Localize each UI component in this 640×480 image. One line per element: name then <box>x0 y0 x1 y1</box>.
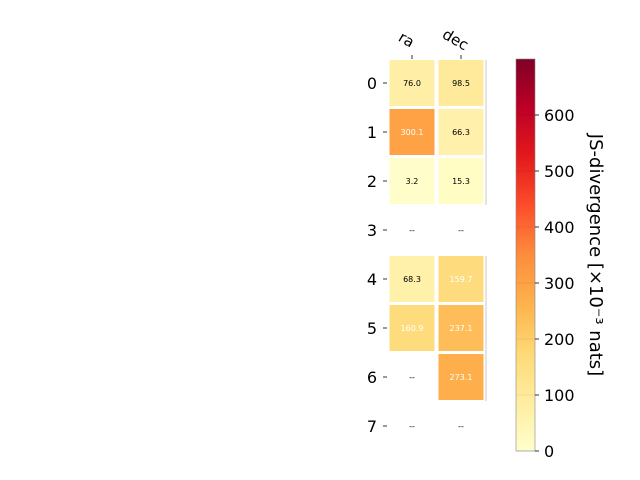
cell-value-label: 159.7 <box>450 275 473 284</box>
x-tick-label: dec <box>439 25 471 54</box>
colorbar-tick-label: 0 <box>544 442 554 461</box>
cell-value-label: 300.1 <box>401 128 424 137</box>
cell-value-label: -- <box>458 226 464 235</box>
heatmap-cell <box>389 109 435 155</box>
heatmap-cell <box>438 354 484 400</box>
y-tick-label: 1 <box>367 123 377 142</box>
cell-value-label: 98.5 <box>452 79 470 88</box>
y-tick-label: 6 <box>367 368 377 387</box>
colorbar-tick-label: 300 <box>544 274 575 293</box>
cell-value-label: 237.1 <box>450 324 473 333</box>
colorbar-label: JS-divergence [×10⁻³ nats] <box>585 133 606 376</box>
colorbar-tick-label: 500 <box>544 162 575 181</box>
cell-value-label: 66.3 <box>452 128 470 137</box>
cell-value-label: 15.3 <box>452 177 470 186</box>
heatmap-cell <box>389 305 435 351</box>
y-tick-label: 0 <box>367 74 377 93</box>
x-axis-ticks: ra dec <box>395 25 472 59</box>
cell-value-label: 68.3 <box>403 275 421 284</box>
heatmap-cell <box>438 158 484 204</box>
colorbar-tick-label: 200 <box>544 330 575 349</box>
cell-value-label: -- <box>409 422 415 431</box>
heatmap-cell <box>389 256 435 302</box>
heatmap-cell <box>438 109 484 155</box>
heatmap-cell <box>389 60 435 106</box>
colorbar-ticks: 0 100 200 300 400 500 600 <box>516 106 575 461</box>
heatmap-cell <box>438 305 484 351</box>
cell-value-label: 76.0 <box>403 79 421 88</box>
cell-value-label: -- <box>409 226 415 235</box>
x-tick-label: ra <box>395 28 417 51</box>
cell-value-label: 273.1 <box>450 373 473 382</box>
heatmap-cell <box>389 158 435 204</box>
colorbar-tick-label: 400 <box>544 218 575 237</box>
cell-value-label: -- <box>458 422 464 431</box>
cell-value-label: 160.9 <box>401 324 424 333</box>
colorbar: 0 100 200 300 400 500 600 JS-divergence [×10⁻³… <box>515 58 606 461</box>
y-tick-label: 7 <box>367 417 377 436</box>
colorbar-tick-label: 100 <box>544 386 575 405</box>
cell-value-label: -- <box>409 373 415 382</box>
heatmap-cell <box>438 256 484 302</box>
cell-value-label: 3.2 <box>406 177 419 186</box>
y-tick-label: 4 <box>367 270 377 289</box>
y-tick-label: 3 <box>367 221 377 240</box>
heatmap-cell <box>438 60 484 106</box>
y-tick-label: 5 <box>367 319 377 338</box>
heatmap-cells: 76.0 98.5 300.1 66.3 3.2 15.3 -- -- 68.3 159.7 160… <box>389 60 484 431</box>
y-axis-ticks: 0 1 2 3 4 5 6 7 <box>367 74 387 436</box>
y-tick-label: 2 <box>367 172 377 191</box>
colorbar-gradient <box>515 58 536 452</box>
colorbar-tick-label: 600 <box>544 106 575 125</box>
